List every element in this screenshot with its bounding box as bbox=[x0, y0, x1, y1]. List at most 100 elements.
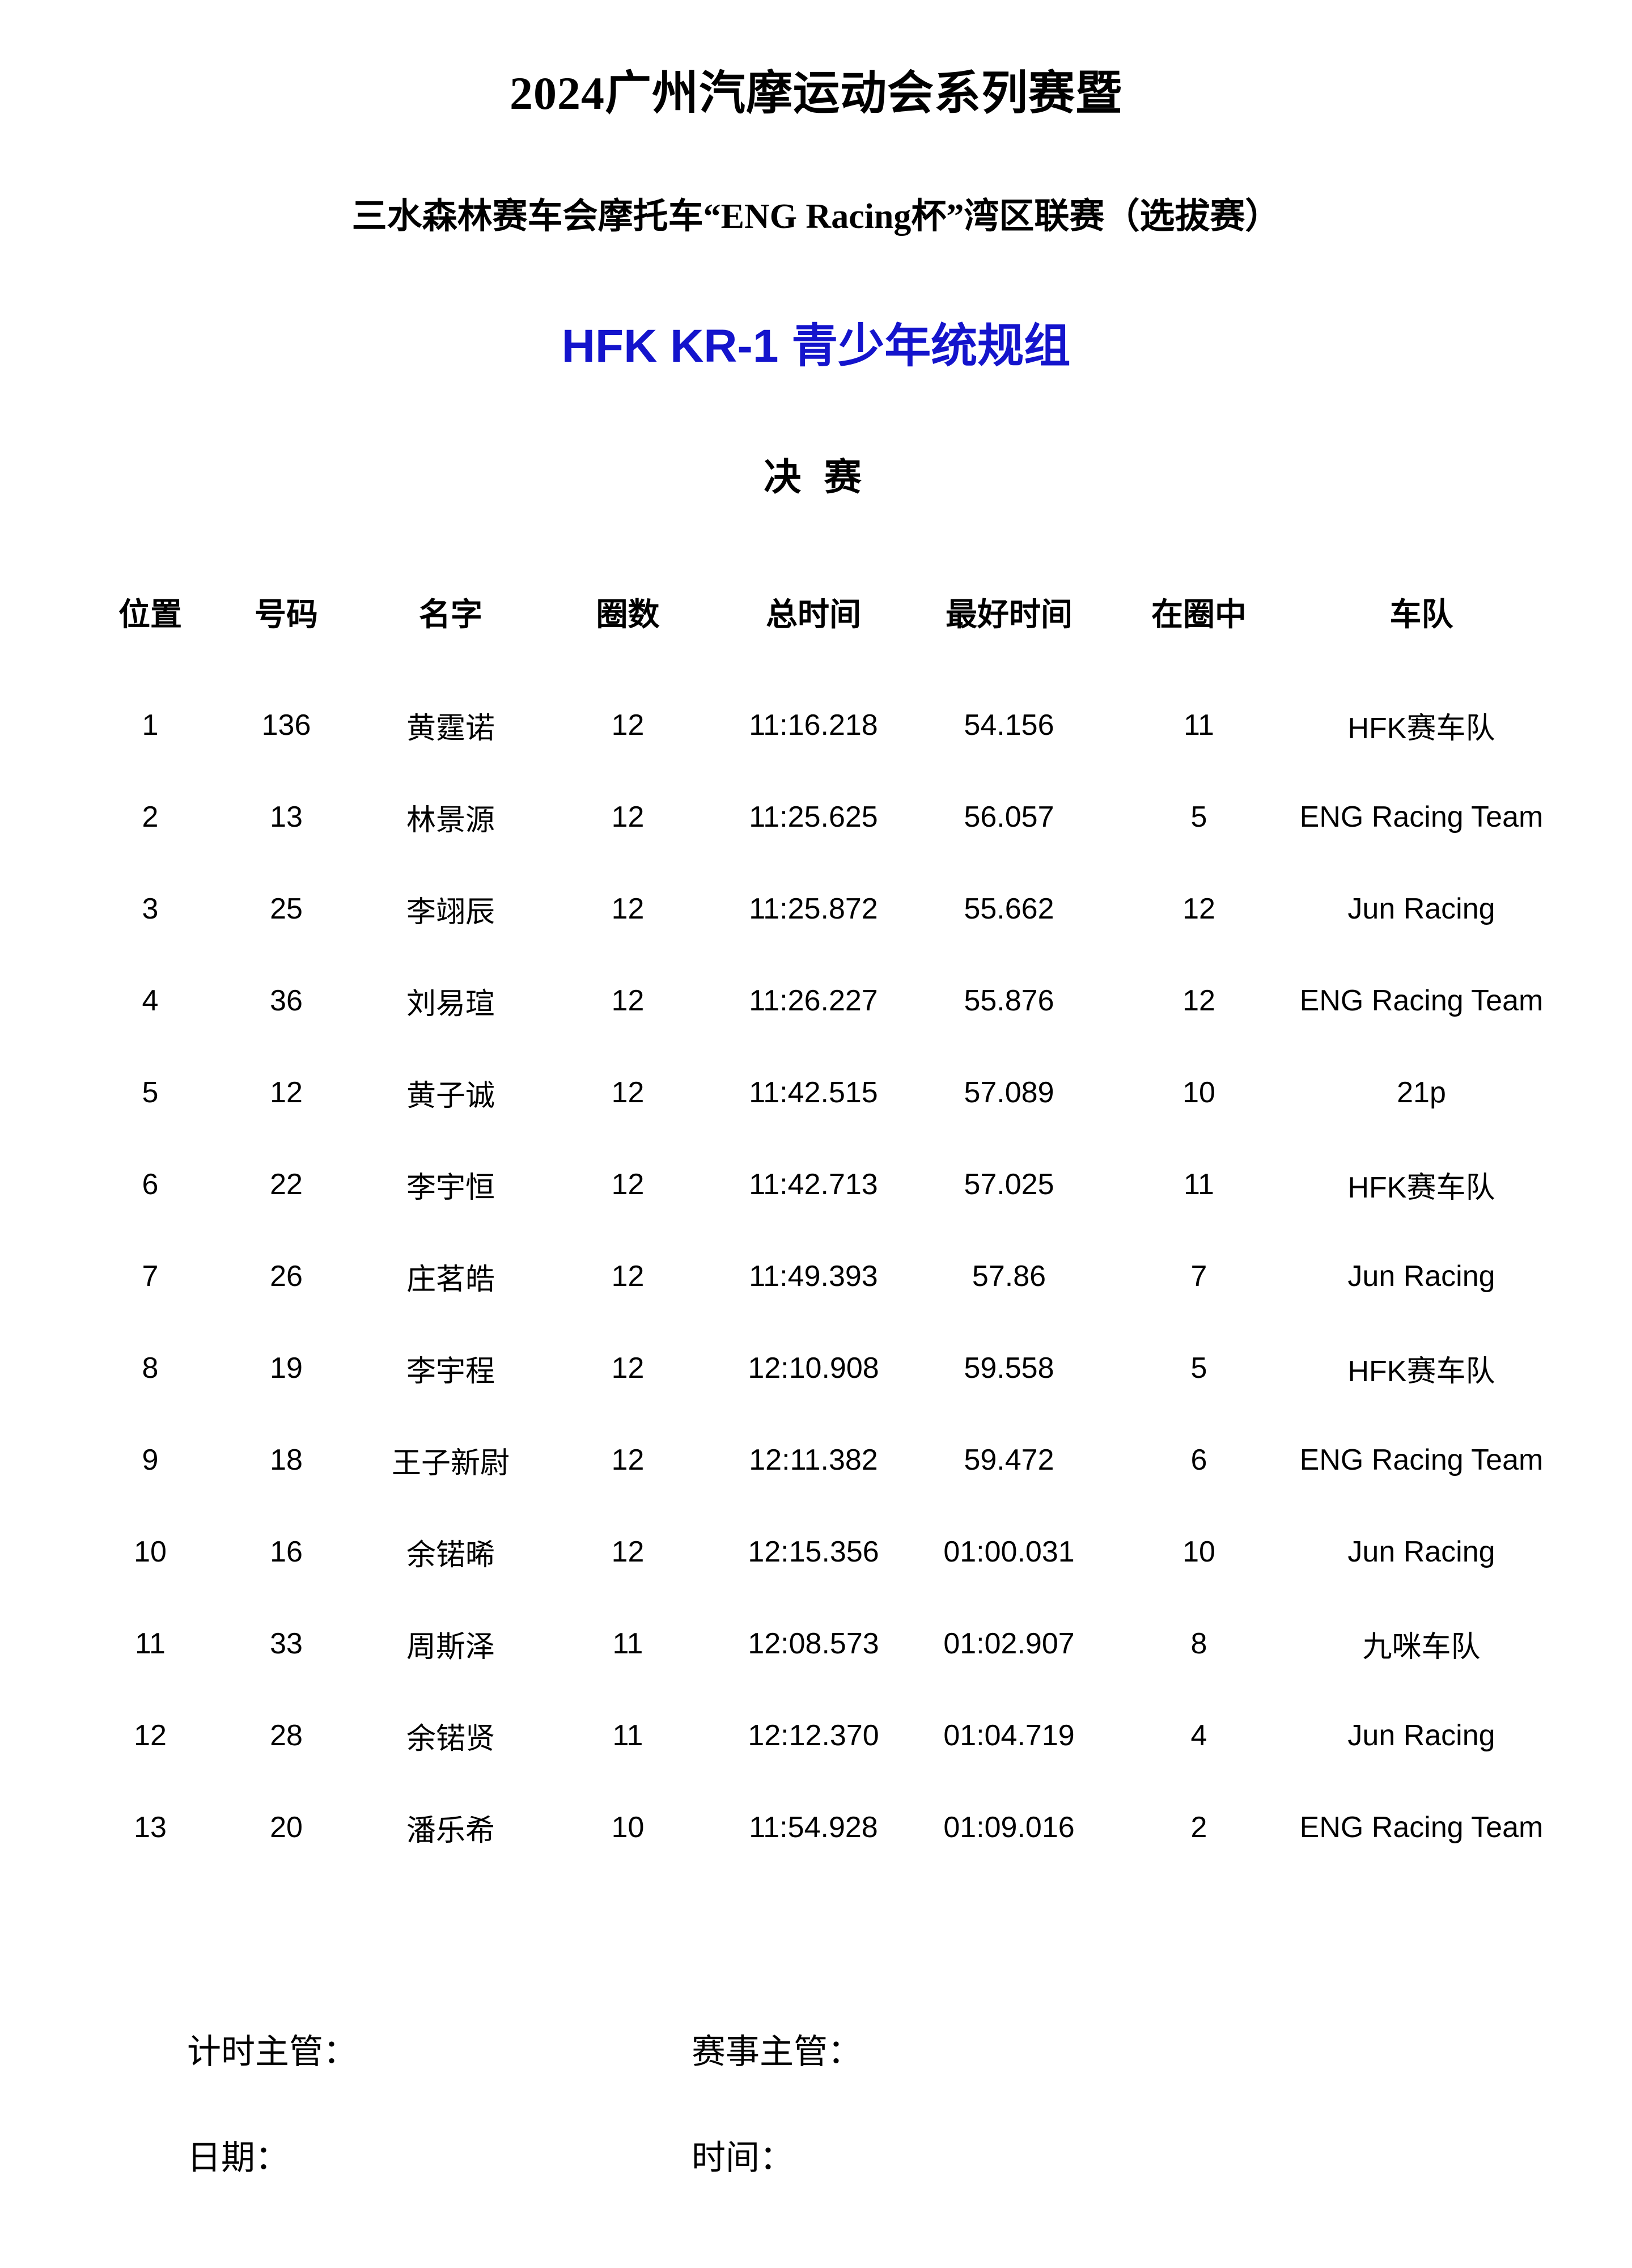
table-row: 3 25 李翊辰 12 11:25.872 55.662 12 Jun Racing bbox=[85, 863, 1548, 955]
cell-number: 22 bbox=[270, 1168, 303, 1201]
column-header-team: 车队 bbox=[1389, 596, 1453, 633]
cell-best-time: 59.472 bbox=[964, 1444, 1054, 1477]
cell-best-time: 55.876 bbox=[964, 984, 1054, 1018]
cell-position: 9 bbox=[142, 1444, 159, 1477]
event-subtitle: 三水森林赛车会摩托车“ENG Racing杯”湾区联赛（选拔赛） bbox=[351, 197, 1281, 236]
cell-name: 黄子诚 bbox=[406, 1079, 495, 1112]
cell-team: Jun Racing bbox=[1347, 892, 1495, 926]
cell-laps: 11 bbox=[612, 1719, 643, 1753]
cell-in-lap: 8 bbox=[1190, 1627, 1207, 1661]
cell-team: ENG Racing Team bbox=[1299, 801, 1544, 834]
cell-position: 6 bbox=[142, 1168, 159, 1201]
cell-number: 20 bbox=[270, 1811, 303, 1844]
cell-number: 12 bbox=[270, 1076, 303, 1110]
cell-number: 33 bbox=[270, 1627, 303, 1661]
cell-name: 王子新尉 bbox=[391, 1446, 510, 1480]
table-row: 7 26 庄茗皓 12 11:49.393 57.86 7 Jun Racing bbox=[85, 1230, 1548, 1322]
cell-total-time: 12:12.370 bbox=[748, 1719, 879, 1753]
cell-best-time: 57.86 bbox=[972, 1260, 1046, 1293]
cell-total-time: 11:16.218 bbox=[749, 709, 878, 742]
cell-in-lap: 10 bbox=[1182, 1076, 1215, 1110]
cell-position: 1 bbox=[142, 709, 159, 742]
cell-laps: 10 bbox=[611, 1811, 645, 1844]
cell-team: Jun Racing bbox=[1347, 1535, 1495, 1569]
cell-in-lap: 12 bbox=[1182, 984, 1215, 1018]
cell-laps: 12 bbox=[611, 1444, 645, 1477]
cell-team: ENG Racing Team bbox=[1299, 1444, 1544, 1477]
column-header-inlap: 在圈中 bbox=[1151, 596, 1247, 633]
datetime-row: 日期： 时间： bbox=[85, 2130, 1547, 2180]
event-supervisor-label: 赛事主管： bbox=[692, 2033, 862, 2071]
cell-best-time: 59.558 bbox=[964, 1352, 1054, 1385]
column-header-laps: 圈数 bbox=[596, 596, 660, 633]
cell-team: HFK赛车队 bbox=[1347, 1171, 1495, 1204]
cell-best-time: 01:09.016 bbox=[943, 1811, 1075, 1844]
cell-best-time: 57.025 bbox=[964, 1168, 1054, 1201]
cell-best-time: 54.156 bbox=[964, 709, 1054, 742]
column-header-besttime: 最好时间 bbox=[946, 596, 1073, 633]
cell-number: 13 bbox=[270, 801, 303, 834]
table-row: 4 36 刘易瑄 12 11:26.227 55.876 12 ENG Racing Team bbox=[85, 955, 1548, 1047]
cell-in-lap: 5 bbox=[1190, 801, 1207, 834]
table-row: 13 20 潘乐希 10 11:54.928 01:09.016 2 ENG Racing T… bbox=[85, 1782, 1548, 1873]
cell-best-time: 01:00.031 bbox=[943, 1535, 1075, 1569]
table-row: 10 16 余锘晞 12 12:15.356 01:00.031 10 Jun Racing bbox=[85, 1506, 1548, 1598]
cell-laps: 12 bbox=[611, 1260, 645, 1293]
table-header-row: 位置 号码 名字 圈数 总时间 最好时间 在圈中 车队 bbox=[85, 589, 1548, 679]
cell-total-time: 11:42.713 bbox=[749, 1168, 878, 1201]
cell-team: ENG Racing Team bbox=[1299, 1811, 1544, 1844]
cell-team: Jun Racing bbox=[1347, 1719, 1495, 1753]
column-header-name: 名字 bbox=[419, 596, 482, 633]
table-row: 5 12 黄子诚 12 11:42.515 57.089 10 21p bbox=[85, 1047, 1548, 1139]
results-table: 位置 号码 名字 圈数 总时间 最好时间 在圈中 车队 1 136 黄霆诺 12 11:… bbox=[85, 589, 1548, 1873]
cell-total-time: 12:15.356 bbox=[748, 1535, 879, 1569]
table-row: 1 136 黄霆诺 12 11:16.218 54.156 11 HFK赛车队 bbox=[85, 679, 1548, 771]
cell-name: 李宇程 bbox=[406, 1355, 495, 1388]
column-header-position: 位置 bbox=[118, 596, 182, 633]
table-row: 12 28 余锘贤 11 12:12.370 01:04.719 4 Jun Racing bbox=[85, 1690, 1548, 1782]
cell-total-time: 11:49.393 bbox=[749, 1260, 878, 1293]
cell-total-time: 11:54.928 bbox=[749, 1811, 878, 1844]
cell-name: 余锘贤 bbox=[406, 1722, 495, 1755]
cell-laps: 12 bbox=[611, 801, 645, 834]
cell-name: 庄茗皓 bbox=[406, 1263, 495, 1296]
class-title: HFK KR-1 青少年统规组 bbox=[561, 320, 1071, 373]
cell-number: 26 bbox=[270, 1260, 303, 1293]
cell-name: 周斯泽 bbox=[406, 1630, 495, 1664]
cell-laps: 11 bbox=[612, 1627, 643, 1661]
cell-position: 2 bbox=[142, 801, 159, 834]
cell-position: 3 bbox=[142, 892, 159, 926]
cell-name: 林景源 bbox=[406, 803, 495, 837]
cell-total-time: 12:11.382 bbox=[749, 1444, 878, 1477]
table-row: 2 13 林景源 12 11:25.625 56.057 5 ENG Racing Team bbox=[85, 771, 1548, 863]
cell-name: 余锘晞 bbox=[406, 1538, 495, 1572]
cell-position: 5 bbox=[142, 1076, 159, 1110]
cell-total-time: 12:08.573 bbox=[748, 1627, 879, 1661]
cell-number: 28 bbox=[270, 1719, 303, 1753]
signature-footer: 计时主管： 赛事主管： 日期： 时间： bbox=[85, 2024, 1547, 2236]
cell-in-lap: 4 bbox=[1190, 1719, 1207, 1753]
cell-position: 10 bbox=[134, 1535, 167, 1569]
cell-best-time: 55.662 bbox=[964, 892, 1054, 926]
cell-in-lap: 11 bbox=[1184, 709, 1214, 742]
cell-position: 13 bbox=[134, 1811, 167, 1844]
cell-name: 李翊辰 bbox=[406, 895, 495, 929]
cell-total-time: 11:42.515 bbox=[749, 1076, 878, 1110]
cell-laps: 12 bbox=[611, 1352, 645, 1385]
cell-laps: 12 bbox=[611, 892, 645, 926]
cell-total-time: 11:25.872 bbox=[749, 892, 878, 926]
cell-team: HFK赛车队 bbox=[1347, 712, 1495, 745]
cell-number: 36 bbox=[270, 984, 303, 1018]
timing-supervisor-label: 计时主管： bbox=[187, 2033, 357, 2071]
cell-in-lap: 5 bbox=[1190, 1352, 1207, 1385]
supervisor-row: 计时主管： 赛事主管： bbox=[85, 2024, 1547, 2074]
column-header-number: 号码 bbox=[255, 596, 318, 633]
results-table-body: 1 136 黄霆诺 12 11:16.218 54.156 11 HFK赛车队 2 13 林景源 12… bbox=[85, 679, 1548, 1873]
cell-best-time: 01:04.719 bbox=[943, 1719, 1075, 1753]
event-title: 2024广州汽摩运动会系列赛暨 bbox=[509, 67, 1122, 119]
cell-best-time: 01:02.907 bbox=[943, 1627, 1075, 1661]
date-label: 日期： bbox=[187, 2139, 289, 2177]
cell-team: Jun Racing bbox=[1347, 1260, 1495, 1293]
cell-number: 19 bbox=[270, 1352, 303, 1385]
